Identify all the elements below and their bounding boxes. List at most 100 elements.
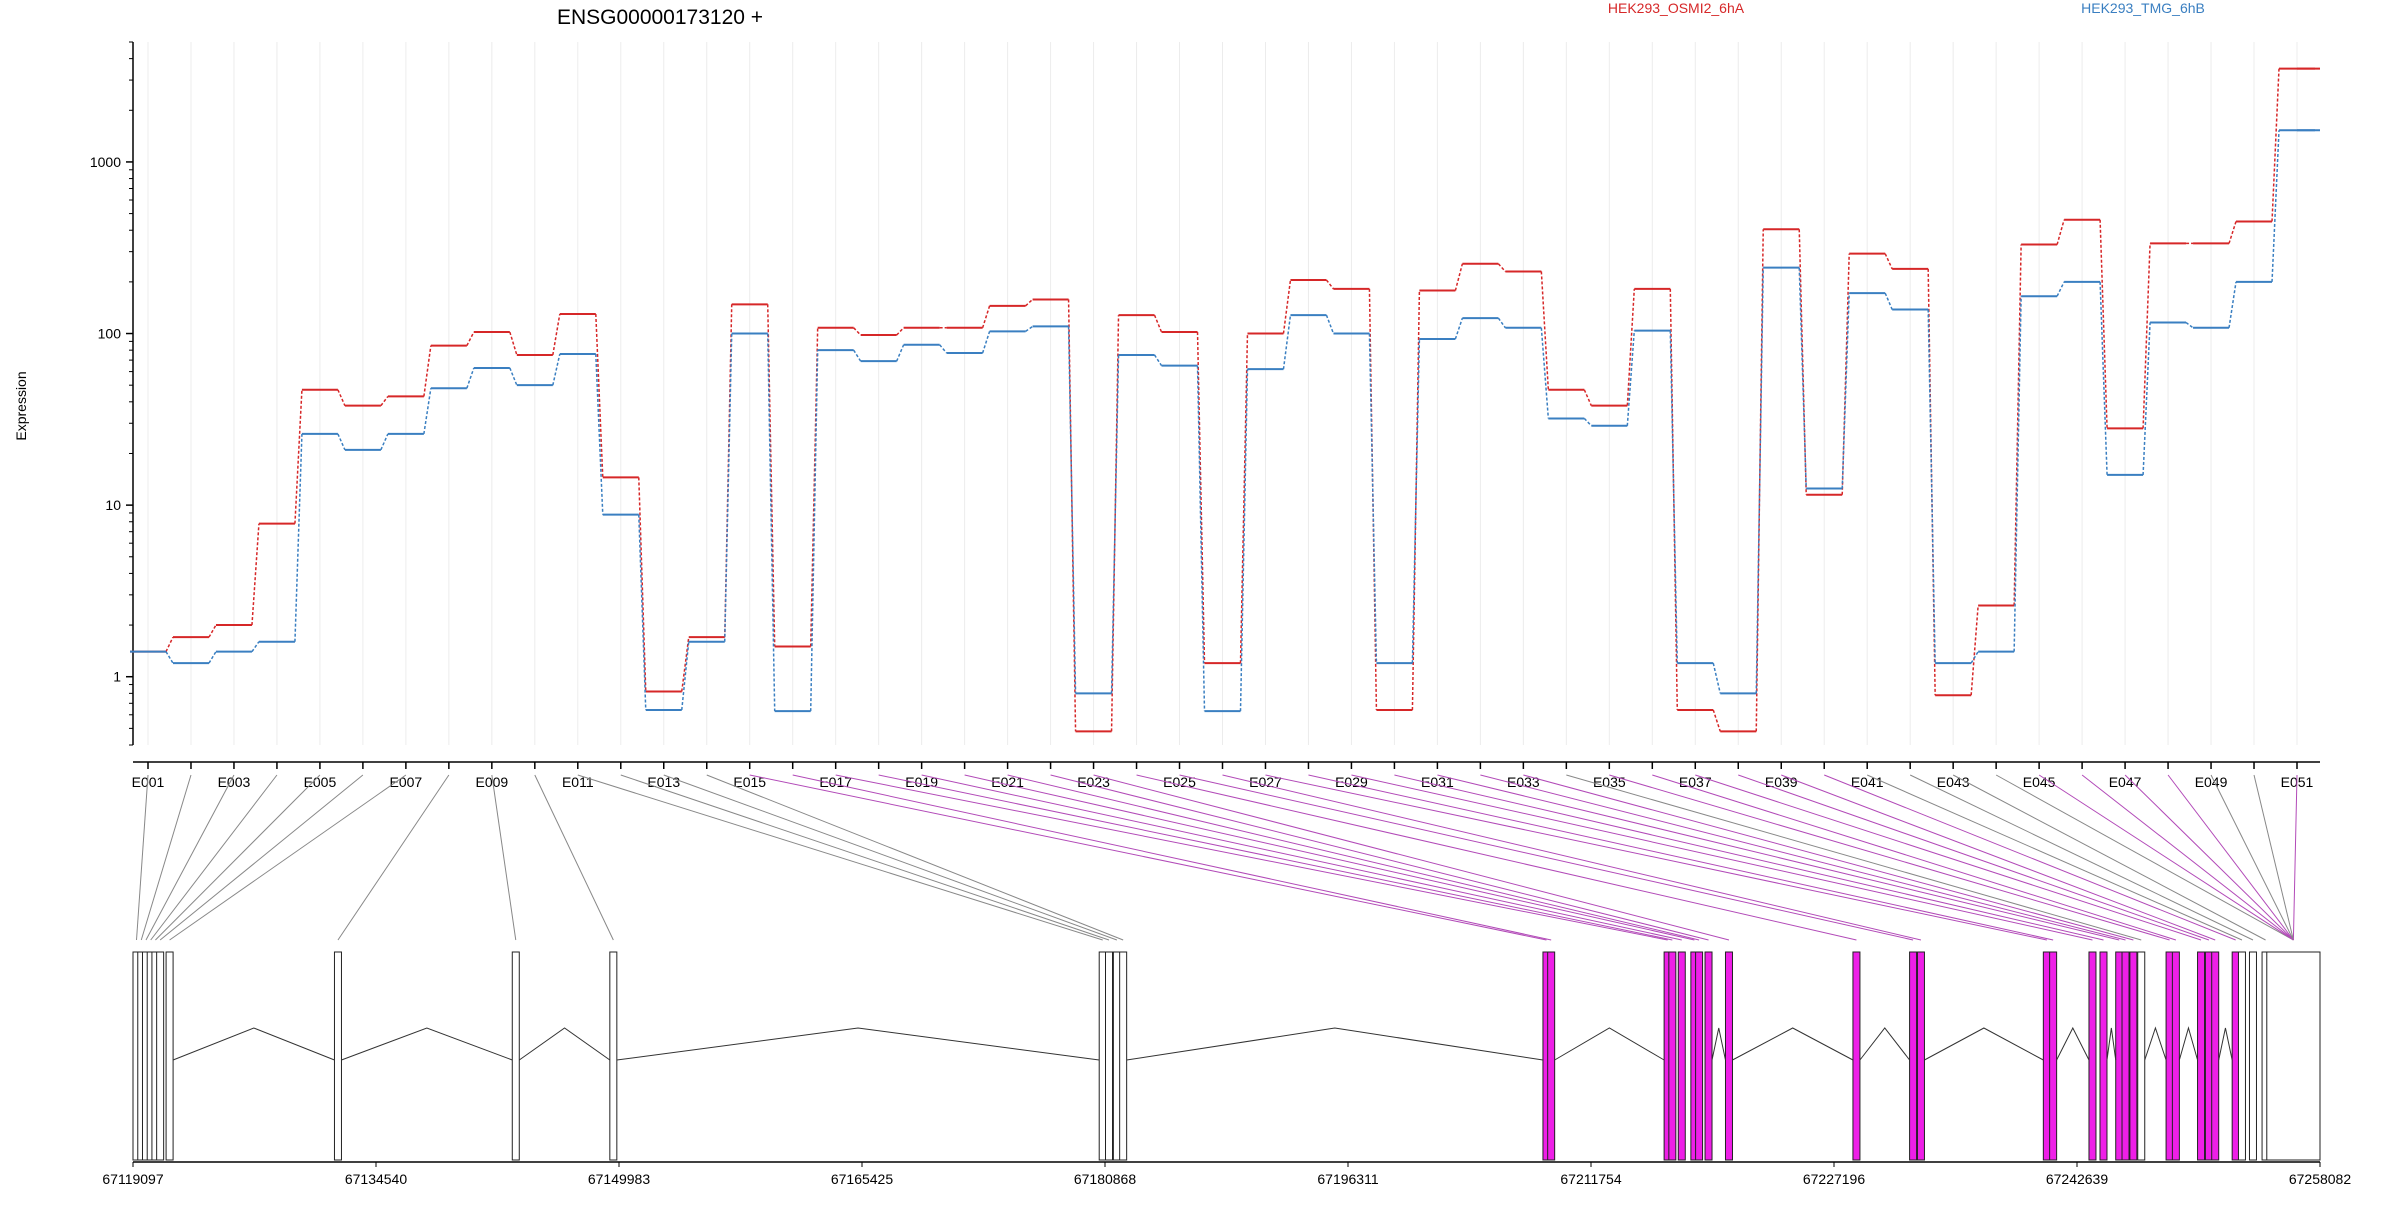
- series-connector: [208, 651, 217, 664]
- exon-connector: [1136, 774, 1857, 941]
- x-tick-label: E041: [1851, 774, 1884, 790]
- intron-line: [2056, 1026, 2090, 1061]
- series-connector: [1669, 288, 1679, 710]
- intron-line: [341, 1027, 513, 1061]
- series-connector: [809, 350, 819, 712]
- series-connector: [1970, 651, 1979, 664]
- exon-box: [1105, 951, 1114, 1161]
- series-HEK293_OSMI2_6hA: [130, 67, 2320, 733]
- intron-line: [1554, 1027, 1665, 1061]
- x-tick-label: E047: [2109, 774, 2142, 790]
- series-connector: [1153, 314, 1163, 333]
- series-connector: [1970, 605, 1979, 696]
- series-connector: [2099, 281, 2108, 475]
- series-connector: [2056, 219, 2065, 245]
- genomic-tick-label: 67211754: [1560, 1171, 1621, 1187]
- series-connector: [165, 636, 174, 652]
- exon-connector: [1995, 774, 2294, 941]
- genomic-tick-label: 67258082: [2289, 1171, 2352, 1187]
- exon-box: [1724, 951, 1733, 1161]
- genomic-tick-label: 67196311: [1317, 1171, 1378, 1187]
- series-connector: [2185, 321, 2194, 329]
- exon-connector: [706, 774, 1124, 941]
- series-connector: [1110, 354, 1120, 694]
- series-connector: [1841, 253, 1850, 495]
- series-connector: [552, 313, 561, 356]
- x-tick-label: E015: [733, 774, 766, 790]
- series-connector: [251, 641, 260, 653]
- series-connector: [1798, 267, 1807, 489]
- exon-box: [1852, 951, 1861, 1161]
- series-connector: [165, 651, 174, 664]
- exon-connector: [534, 774, 614, 941]
- intron-line: [616, 1027, 1100, 1061]
- exon-box: [2049, 951, 2058, 1161]
- exon-connector: [2038, 774, 2294, 941]
- axes: 1 10 100 1000 E001 E003 E005 E007 E009 E011 E013 E0…: [90, 41, 2320, 790]
- exon-connector: [1866, 774, 2243, 941]
- genomic-tick-label: 67165425: [831, 1171, 894, 1187]
- exon-connector: [1351, 774, 2093, 941]
- exon-box: [2121, 951, 2130, 1161]
- series-connector: [1067, 326, 1077, 694]
- vertical-gridlines: [147, 42, 2298, 745]
- series-connector: [337, 389, 346, 406]
- genomic-tick-label: 67242639: [2046, 1171, 2109, 1187]
- exon-box: [2088, 951, 2097, 1161]
- x-tick-label: E021: [991, 774, 1024, 790]
- series-connector: [766, 333, 776, 712]
- x-tick-label: E011: [562, 774, 594, 790]
- x-tick-label: E007: [390, 774, 423, 790]
- intron-line: [2144, 1026, 2167, 1061]
- exon-connector: [1523, 774, 2134, 941]
- y-tick-label: 100: [98, 326, 122, 342]
- exon-box: [2266, 951, 2321, 1161]
- x-tick-label: E023: [1077, 774, 1110, 790]
- genomic-tick-label: 67134540: [345, 1171, 408, 1187]
- exon-box: [2099, 951, 2108, 1161]
- exon-connector: [155, 774, 321, 941]
- legend-label-tmg: HEK293_TMG_6hB: [2081, 0, 2205, 16]
- genomic-tick-label: 67149983: [588, 1171, 651, 1187]
- x-tick-label: E039: [1765, 774, 1798, 790]
- series-connector: [1196, 365, 1206, 712]
- series-connector: [1841, 293, 1850, 489]
- exon-connector: [921, 774, 1682, 941]
- exon-connector: [620, 774, 1110, 941]
- series-connector: [1755, 267, 1764, 694]
- series-connector: [1025, 325, 1034, 332]
- series-connector: [1712, 662, 1721, 694]
- series-connector: [2142, 322, 2151, 475]
- exon-connector: [150, 774, 278, 941]
- series-connector: [981, 331, 991, 354]
- exon-box: [2197, 951, 2206, 1161]
- series-connector: [595, 353, 604, 515]
- series-connector: [380, 395, 389, 407]
- genomic-tick-label: 67180868: [1074, 1171, 1137, 1187]
- series-connector: [337, 433, 346, 451]
- series-connector: [251, 523, 260, 626]
- exon-box: [1695, 951, 1704, 1161]
- series-connector: [2013, 296, 2022, 652]
- series-connector: [466, 331, 475, 346]
- exon-box: [1909, 951, 1918, 1161]
- series-connector: [466, 367, 475, 389]
- exon-connector: [491, 774, 517, 941]
- y-tick-label: 10: [105, 497, 121, 513]
- series-connector: [2013, 244, 2022, 606]
- x-tick-label: E049: [2195, 774, 2228, 790]
- series-connector: [1712, 709, 1721, 732]
- exon-connector: [878, 774, 1673, 941]
- series-connector: [509, 367, 518, 386]
- series-connector: [853, 327, 862, 336]
- x-tick-label: E035: [1593, 774, 1626, 790]
- exon-connector: [1781, 774, 2216, 941]
- exon-box: [165, 951, 174, 1161]
- exon-connector: [136, 774, 149, 941]
- exon-connector: [792, 774, 1552, 941]
- exon-connectors: [136, 774, 2298, 941]
- x-tick-label: E005: [304, 774, 337, 790]
- exon-box: [156, 951, 165, 1161]
- series-connector: [509, 331, 518, 356]
- y-axis-label: Expression: [13, 371, 29, 440]
